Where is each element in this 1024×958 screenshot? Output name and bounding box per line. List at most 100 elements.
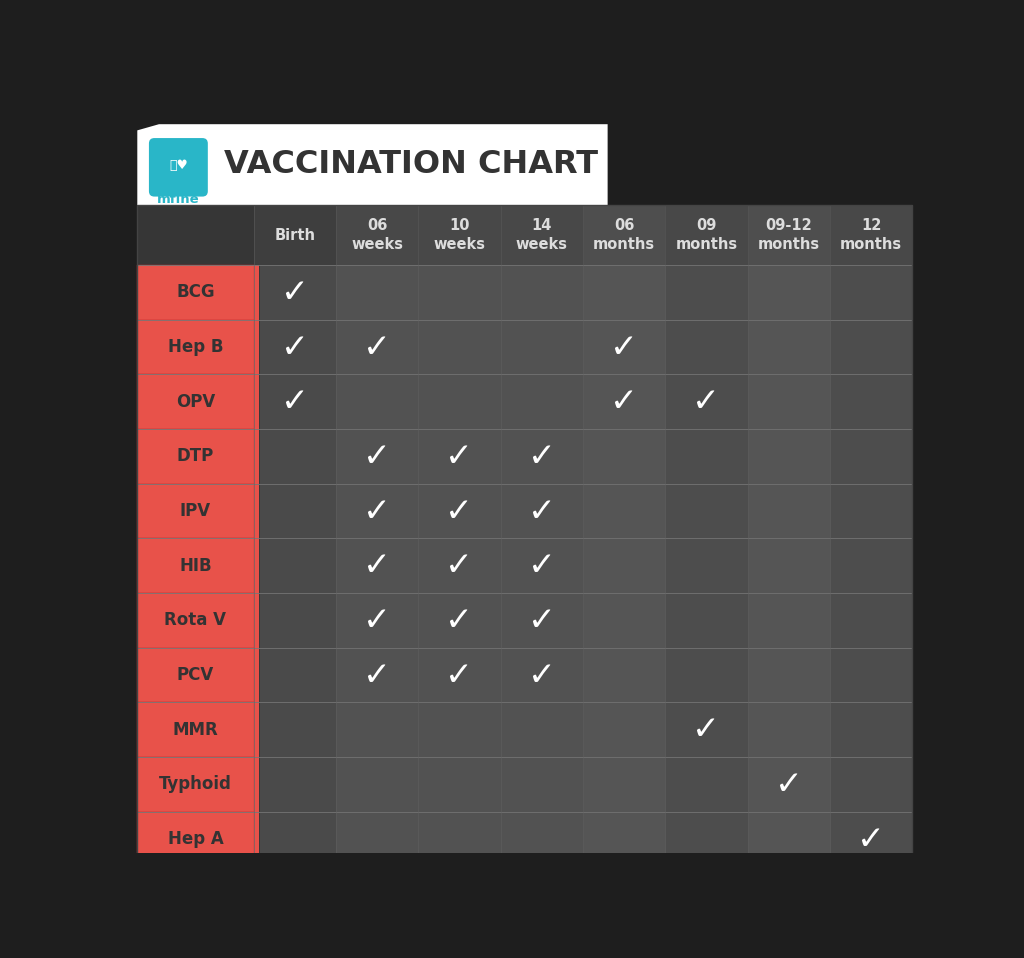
Bar xyxy=(254,375,259,429)
Bar xyxy=(583,648,666,702)
Bar xyxy=(830,484,912,538)
Bar xyxy=(336,205,418,265)
Text: ✓: ✓ xyxy=(527,604,556,637)
Bar xyxy=(259,811,336,866)
Bar xyxy=(254,205,336,265)
Text: ✓: ✓ xyxy=(692,714,721,746)
Text: Hep A: Hep A xyxy=(168,831,223,848)
Bar xyxy=(259,265,336,320)
Text: ✓: ✓ xyxy=(445,549,473,582)
Text: Typhoid: Typhoid xyxy=(159,775,231,793)
Text: ✓: ✓ xyxy=(527,549,556,582)
Bar xyxy=(418,429,501,484)
Bar xyxy=(666,538,748,593)
Bar xyxy=(830,593,912,648)
Text: ✓: ✓ xyxy=(527,659,556,692)
Bar xyxy=(137,484,254,538)
Bar xyxy=(254,429,259,484)
Bar xyxy=(501,538,583,593)
Text: 09-12
months: 09-12 months xyxy=(758,218,820,252)
Bar xyxy=(418,265,501,320)
Bar xyxy=(830,205,912,265)
Bar xyxy=(137,429,254,484)
Bar xyxy=(259,429,336,484)
Bar xyxy=(666,757,748,811)
Text: 06
months: 06 months xyxy=(593,218,655,252)
Text: ✓: ✓ xyxy=(857,823,885,855)
Bar xyxy=(666,429,748,484)
Bar xyxy=(501,702,583,757)
Text: Hep B: Hep B xyxy=(168,338,223,356)
Bar xyxy=(259,320,336,375)
Bar xyxy=(254,648,259,702)
Bar xyxy=(418,375,501,429)
Bar xyxy=(666,593,748,648)
Text: ✓: ✓ xyxy=(281,385,308,419)
Bar xyxy=(830,648,912,702)
Bar xyxy=(336,375,418,429)
Bar xyxy=(830,538,912,593)
Bar xyxy=(666,484,748,538)
Bar xyxy=(336,811,418,866)
Bar xyxy=(254,757,259,811)
Text: ✓: ✓ xyxy=(281,276,308,308)
Bar xyxy=(583,205,666,265)
Bar xyxy=(137,375,254,429)
Bar xyxy=(583,375,666,429)
Bar xyxy=(418,757,501,811)
Bar xyxy=(336,702,418,757)
Text: 06
weeks: 06 weeks xyxy=(351,218,403,252)
Bar xyxy=(418,593,501,648)
Text: 12
months: 12 months xyxy=(840,218,902,252)
Bar xyxy=(748,757,830,811)
Bar xyxy=(830,265,912,320)
Bar xyxy=(259,648,336,702)
Bar xyxy=(666,648,748,702)
Bar xyxy=(748,702,830,757)
Bar xyxy=(583,757,666,811)
Bar xyxy=(259,375,336,429)
Bar xyxy=(418,320,501,375)
Bar xyxy=(137,593,254,648)
Bar xyxy=(501,811,583,866)
Bar xyxy=(666,375,748,429)
Bar xyxy=(137,205,254,265)
Bar xyxy=(137,757,254,811)
Bar xyxy=(830,811,912,866)
Bar xyxy=(336,320,418,375)
Text: ✓: ✓ xyxy=(364,549,391,582)
Bar xyxy=(137,265,254,320)
Text: ✓: ✓ xyxy=(692,385,721,419)
Bar xyxy=(748,538,830,593)
Bar xyxy=(254,320,259,375)
Bar xyxy=(254,484,259,538)
Text: mfine: mfine xyxy=(157,193,200,206)
Text: IPV: IPV xyxy=(180,502,211,520)
Bar xyxy=(137,538,254,593)
Bar xyxy=(583,429,666,484)
Text: ✓: ✓ xyxy=(610,385,638,419)
Bar xyxy=(259,757,336,811)
Bar xyxy=(336,429,418,484)
Bar xyxy=(583,265,666,320)
Bar xyxy=(259,702,336,757)
Bar xyxy=(748,593,830,648)
Bar xyxy=(501,265,583,320)
Bar xyxy=(336,484,418,538)
Text: 14
weeks: 14 weeks xyxy=(516,218,567,252)
Bar xyxy=(501,757,583,811)
Bar xyxy=(501,375,583,429)
Bar xyxy=(830,320,912,375)
Text: Birth: Birth xyxy=(274,228,315,242)
Bar xyxy=(336,265,418,320)
Text: ✓: ✓ xyxy=(527,440,556,473)
Bar xyxy=(501,484,583,538)
Bar xyxy=(501,429,583,484)
Bar xyxy=(748,205,830,265)
Text: DTP: DTP xyxy=(177,447,214,466)
Bar xyxy=(418,538,501,593)
Bar xyxy=(336,648,418,702)
Bar xyxy=(418,811,501,866)
Bar xyxy=(254,702,259,757)
Polygon shape xyxy=(137,125,607,205)
